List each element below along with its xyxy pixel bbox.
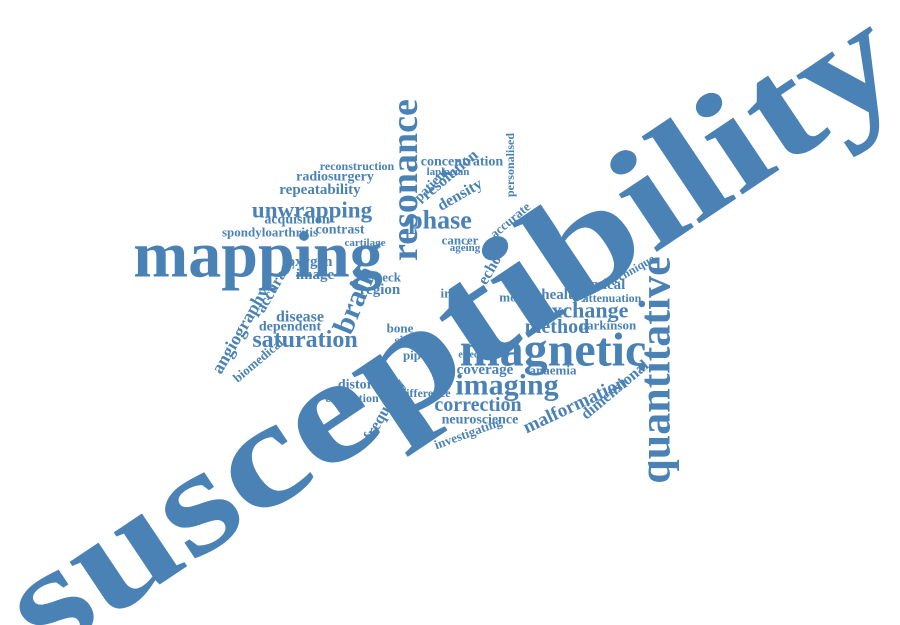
word: bone [387,321,414,336]
word: iron [441,286,465,301]
word: healthy [541,287,589,303]
word: coverage [457,362,514,378]
word: attenuation [583,291,642,305]
word: mouse [499,290,535,305]
word: image [296,267,335,283]
word: oxygen [288,254,334,270]
word: disease [276,309,324,326]
word: imaging [455,369,558,402]
word: mapping [133,219,382,292]
word: saturation [252,327,357,353]
word: region [360,282,401,298]
word: chemical [569,277,626,293]
word: dependent [259,320,322,335]
word: estimation [325,391,379,405]
word: effect [458,350,482,361]
word: ageing [450,242,481,254]
word: laplacian [427,166,470,178]
word: sickle [394,333,425,348]
word: repeatability [279,182,361,198]
word: personalised [503,133,517,197]
word: contrast [316,223,365,238]
word: magnetic [460,324,647,377]
word: parkinson [580,318,637,333]
word: unwrapping [252,198,373,223]
word: distortion [338,378,397,393]
word: anaemia [530,363,577,378]
word: quantitative [631,256,680,483]
word: pipeline [403,348,447,363]
word: resonance [384,99,426,261]
word: method [525,316,589,338]
word: difference [399,386,451,400]
word: reconstruction [320,159,395,173]
word: phase [408,206,472,235]
word: neuroscience [442,413,519,428]
word: acquisition [264,213,330,228]
word: cancer [442,233,479,248]
word: exchange [542,298,629,323]
word: neck [375,270,402,285]
word: cartilage [345,237,386,249]
word: radiosurgery [296,170,374,185]
word: spondyloarthritis [222,225,318,240]
word: correction [434,394,521,416]
word: concentration [421,155,504,170]
